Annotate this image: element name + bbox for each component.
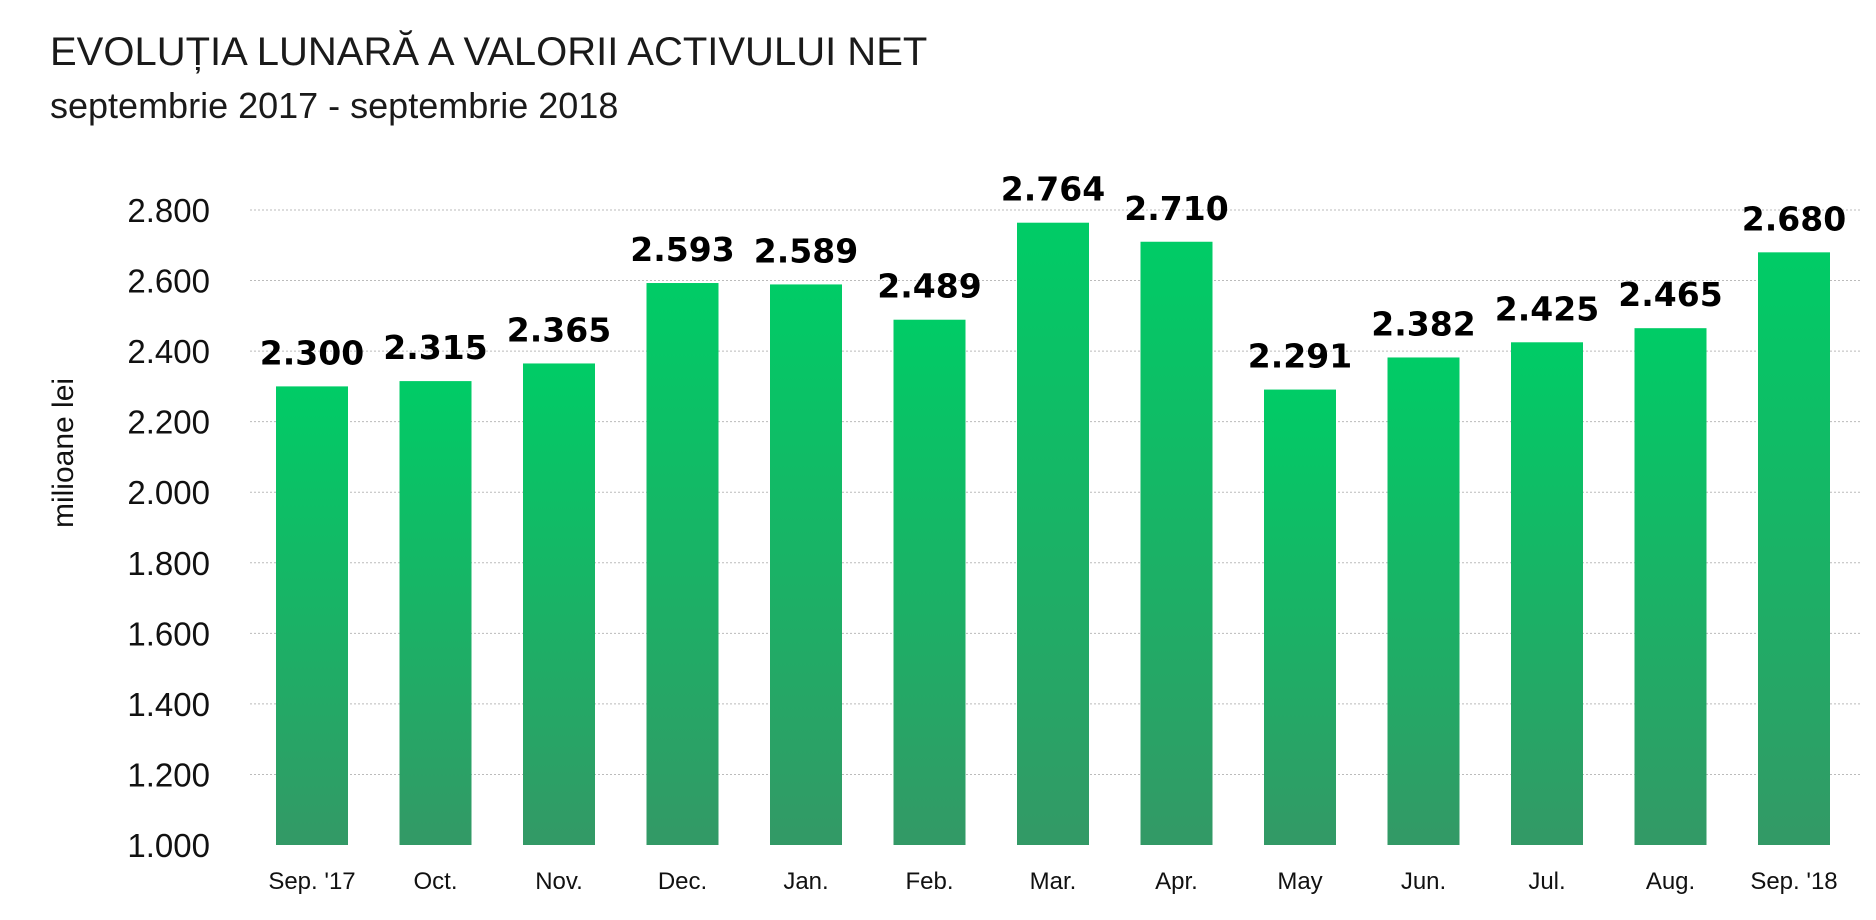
bar: [646, 283, 719, 845]
bar: [1387, 357, 1460, 845]
bars: [276, 222, 1830, 846]
data-label: 2.425: [1495, 289, 1599, 328]
bar: [1634, 328, 1707, 845]
x-category-label: Apr.: [1155, 868, 1198, 895]
y-tick-label: 2.800: [127, 192, 210, 229]
y-tick-label: 1.600: [127, 615, 210, 652]
x-category-label: Oct.: [413, 868, 457, 895]
y-tick-label: 2.600: [127, 263, 210, 300]
bar: [893, 319, 966, 846]
bar: [1511, 342, 1583, 845]
data-label: 2.764: [1001, 170, 1105, 209]
x-category-label: May: [1277, 868, 1322, 895]
bar: [1758, 252, 1830, 846]
y-axis-ticks: 1.000 1.200 1.400 1.600 1.800 2.000 2.200 2.400…: [127, 192, 210, 864]
y-tick-label: 1.400: [127, 686, 210, 723]
y-tick-label: 1.800: [127, 545, 210, 582]
y-tick-label: 1.200: [127, 756, 210, 793]
bar: [770, 284, 842, 845]
x-category-label: Sep. '17: [268, 868, 355, 895]
y-tick-label: 2.200: [127, 404, 210, 441]
y-axis-label: milioane lei: [47, 378, 80, 528]
data-labels: 2.300 2.315 2.365 2.593 2.589 2.489 2.764 2.710…: [260, 170, 1846, 376]
data-label: 2.300: [260, 333, 364, 372]
y-tick-label: 2.400: [127, 333, 210, 370]
y-tick-label: 2.000: [127, 474, 210, 511]
x-category-label: Nov.: [535, 868, 583, 895]
x-axis-categories: Sep. '17 Oct. Nov. Dec. Jan. Feb. Mar. Apr. May J…: [268, 868, 1837, 895]
data-label: 2.315: [383, 328, 487, 367]
x-category-label: Jul.: [1528, 868, 1565, 895]
bar: [1140, 241, 1213, 845]
x-category-label: Jan.: [783, 868, 828, 895]
bar: [1264, 389, 1336, 845]
bar: [523, 363, 595, 845]
x-category-label: Dec.: [658, 868, 707, 895]
data-label: 2.710: [1124, 189, 1228, 228]
bar: [399, 381, 472, 845]
x-category-label: Aug.: [1646, 868, 1695, 895]
x-category-label: Feb.: [905, 868, 953, 895]
chart-title: EVOLUȚIA LUNARĂ A VALORII ACTIVULUI NET: [50, 30, 928, 74]
data-label: 2.291: [1248, 337, 1352, 376]
y-tick-label: 1.000: [127, 827, 210, 864]
bar: [1017, 222, 1089, 845]
data-label: 2.465: [1618, 275, 1722, 314]
x-category-label: Sep. '18: [1750, 868, 1837, 895]
data-label: 2.489: [877, 267, 981, 306]
bar: [276, 386, 348, 845]
data-label: 2.382: [1371, 304, 1475, 343]
x-category-label: Jun.: [1401, 868, 1446, 895]
x-category-label: Mar.: [1030, 868, 1077, 895]
data-label: 2.680: [1742, 199, 1846, 238]
data-label: 2.365: [507, 310, 611, 349]
data-label: 2.593: [630, 230, 734, 269]
chart-subtitle: septembrie 2017 - septembrie 2018: [50, 85, 619, 126]
data-label: 2.589: [754, 231, 858, 270]
